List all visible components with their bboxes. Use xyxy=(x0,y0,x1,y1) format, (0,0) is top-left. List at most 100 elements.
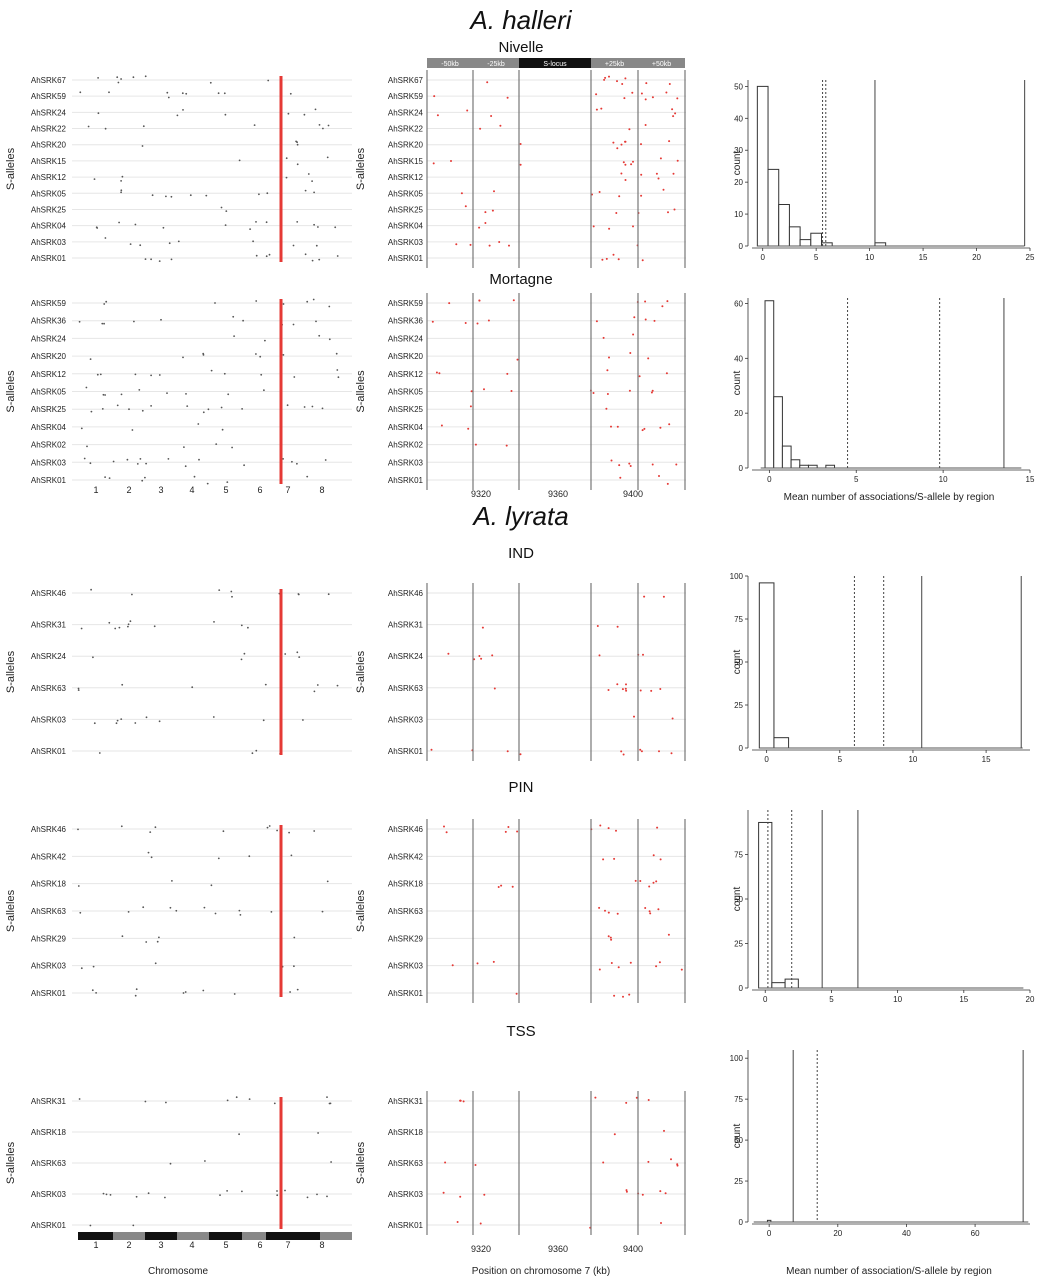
allele-label: AhSRK63 xyxy=(388,907,424,916)
assoc-point xyxy=(621,688,624,691)
assoc-point xyxy=(511,885,514,888)
assoc-point xyxy=(484,211,487,214)
histogram-Nivelle: 0 10 20 30 40 50 0 5 10 15 20 25 count xyxy=(732,80,1035,262)
allele-label: AhSRK63 xyxy=(388,1159,424,1168)
assoc-point xyxy=(644,98,647,101)
assoc-point xyxy=(610,459,613,462)
assoc-point xyxy=(671,108,674,111)
allele-label: AhSRK05 xyxy=(31,189,67,198)
assoc-point xyxy=(241,1190,243,1193)
x-tick-label: 15 xyxy=(1026,475,1035,484)
assoc-point xyxy=(655,880,658,883)
allele-label: AhSRK05 xyxy=(388,388,424,397)
assoc-point xyxy=(265,255,268,258)
assoc-point xyxy=(459,1099,462,1102)
allele-label: AhSRK63 xyxy=(388,684,424,693)
assoc-point xyxy=(304,189,307,192)
assoc-point xyxy=(289,92,292,95)
x-tick-label: 15 xyxy=(959,995,968,1004)
assoc-point xyxy=(227,393,230,396)
x-tick-label: 0 xyxy=(760,253,765,262)
y-tick-label: 25 xyxy=(734,701,743,710)
x-tick-label: 5 xyxy=(814,253,819,262)
assoc-point xyxy=(162,226,165,229)
assoc-point xyxy=(297,593,300,596)
assoc-point xyxy=(649,912,652,915)
assoc-point xyxy=(134,373,137,376)
assoc-point xyxy=(607,911,610,914)
y-tick-label: 50 xyxy=(734,658,743,667)
assoc-point xyxy=(624,140,626,143)
allele-label: AhSRK36 xyxy=(31,317,67,326)
hist-bar xyxy=(767,168,780,247)
assoc-point xyxy=(651,96,654,99)
slocus-band xyxy=(279,589,283,755)
assoc-point xyxy=(145,941,148,943)
assoc-point xyxy=(138,389,141,391)
assoc-point xyxy=(182,992,185,994)
assoc-point xyxy=(248,1098,251,1100)
assoc-point xyxy=(260,373,263,376)
assoc-point xyxy=(217,92,220,95)
assoc-point xyxy=(602,336,605,339)
assoc-point xyxy=(116,719,119,722)
assoc-point xyxy=(624,179,627,181)
assoc-point xyxy=(641,429,644,432)
chrom-tick-label: 6 xyxy=(257,485,262,495)
allele-label: AhSRK31 xyxy=(31,1097,67,1106)
allele-label: AhSRK59 xyxy=(388,92,424,101)
assoc-point xyxy=(217,857,220,860)
slocus-band xyxy=(279,825,283,997)
assoc-point xyxy=(650,689,653,692)
assoc-point xyxy=(491,654,494,657)
assoc-point xyxy=(486,81,489,84)
allele-label: AhSRK04 xyxy=(388,423,424,432)
assoc-point xyxy=(674,112,677,115)
assoc-point xyxy=(120,825,123,828)
assoc-point xyxy=(255,221,257,223)
assoc-point xyxy=(655,172,658,175)
assoc-point xyxy=(235,1096,238,1099)
allele-label: AhSRK12 xyxy=(388,173,424,182)
assoc-point xyxy=(255,749,258,752)
position-tick-label: 9360 xyxy=(548,1244,568,1254)
assoc-point xyxy=(79,911,82,914)
histogram-IND: 0 25 50 75 100 0 5 10 15 count xyxy=(730,572,1030,764)
assoc-point xyxy=(510,390,513,392)
region-box xyxy=(427,58,473,68)
assoc-point xyxy=(499,124,502,127)
y-tick-label: 30 xyxy=(734,146,743,155)
assoc-point xyxy=(629,465,632,467)
assoc-point xyxy=(608,227,611,230)
assoc-point xyxy=(268,825,271,827)
region-box xyxy=(591,58,638,68)
assoc-point xyxy=(622,161,625,164)
position-tick-label: 9400 xyxy=(623,489,643,499)
chrom-segment xyxy=(320,1232,352,1240)
assoc-point xyxy=(318,124,321,126)
allele-label: AhSRK24 xyxy=(388,334,424,343)
assoc-point xyxy=(506,372,509,375)
y-tick-label: 50 xyxy=(734,895,743,904)
assoc-point xyxy=(252,240,255,243)
assoc-point xyxy=(307,173,310,175)
y-axis-label: S-alleles xyxy=(355,889,367,932)
assoc-point xyxy=(652,854,655,857)
assoc-point xyxy=(665,91,668,94)
chrom-x-label: Chromosome xyxy=(148,1266,208,1277)
assoc-point xyxy=(634,879,637,882)
allele-label: AhSRK59 xyxy=(31,92,67,101)
assoc-point xyxy=(282,458,284,460)
assoc-point xyxy=(93,722,96,725)
assoc-point xyxy=(481,626,484,629)
assoc-point xyxy=(318,334,321,337)
assoc-point xyxy=(321,407,324,410)
assoc-point xyxy=(171,880,173,882)
allele-label: AhSRK67 xyxy=(31,76,67,85)
assoc-point xyxy=(625,689,628,692)
assoc-point xyxy=(328,338,331,341)
assoc-point xyxy=(298,656,301,658)
assoc-point xyxy=(150,258,153,261)
assoc-point xyxy=(508,244,510,247)
assoc-point xyxy=(438,372,441,375)
